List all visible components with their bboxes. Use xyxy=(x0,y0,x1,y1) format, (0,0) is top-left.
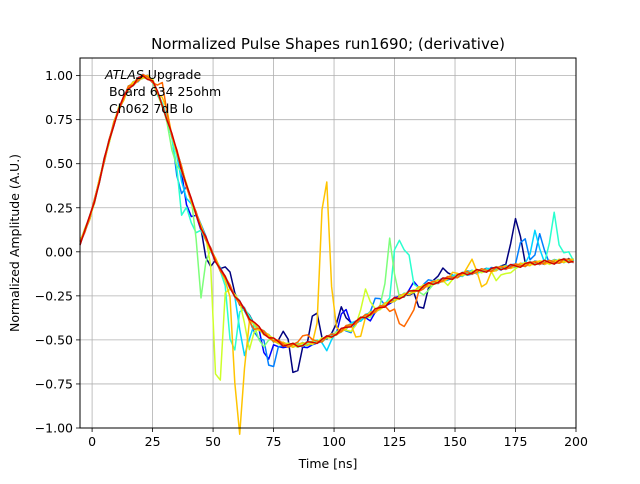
x-tick-label: 25 xyxy=(145,434,161,449)
chart-title: Normalized Pulse Shapes run1690; (deriva… xyxy=(151,35,505,53)
x-tick-label: 75 xyxy=(266,434,282,449)
x-axis-label: Time [ns] xyxy=(298,456,358,471)
x-axis: 0 25 50 75 100 125 150 175 200 xyxy=(88,428,588,449)
x-tick-label: 200 xyxy=(564,434,588,449)
series-layer xyxy=(79,73,575,435)
x-tick-label: 0 xyxy=(88,434,96,449)
annotation-line-2: Board 634 25ohm xyxy=(109,84,221,99)
annotation-block: ATLAS Upgrade Board 634 25ohm Ch062 7dB … xyxy=(104,67,221,116)
y-tick-label: −0.25 xyxy=(35,288,73,303)
y-tick-label: 0.75 xyxy=(45,112,73,127)
annotation-line-3: Ch062 7dB lo xyxy=(109,101,193,116)
x-tick-label: 175 xyxy=(504,434,528,449)
y-tick-label: 1.00 xyxy=(45,68,73,83)
y-axis: −1.00 −0.75 −0.50 −0.25 0.00 0.25 0.50 0.75 1.00 xyxy=(35,68,80,436)
y-axis-label: Normalized Amplitude (A.U.) xyxy=(7,154,22,332)
y-tick-label: −0.75 xyxy=(35,376,73,391)
annotation-upgrade: Upgrade xyxy=(144,67,202,82)
series-line xyxy=(79,75,574,348)
y-tick-label: 0.00 xyxy=(45,244,73,259)
annotation-atlas: ATLAS xyxy=(104,67,144,82)
annotation-line-1: ATLAS Upgrade xyxy=(104,67,201,82)
y-tick-label: 0.50 xyxy=(45,156,73,171)
x-tick-label: 100 xyxy=(322,434,346,449)
y-tick-label: −1.00 xyxy=(35,421,73,436)
plot-frame xyxy=(79,57,577,429)
x-tick-label: 125 xyxy=(383,434,407,449)
y-tick-label: 0.25 xyxy=(45,200,73,215)
y-tick-label: −0.50 xyxy=(35,332,73,347)
x-tick-label: 150 xyxy=(443,434,467,449)
x-tick-label: 50 xyxy=(205,434,221,449)
series-line xyxy=(79,73,575,349)
